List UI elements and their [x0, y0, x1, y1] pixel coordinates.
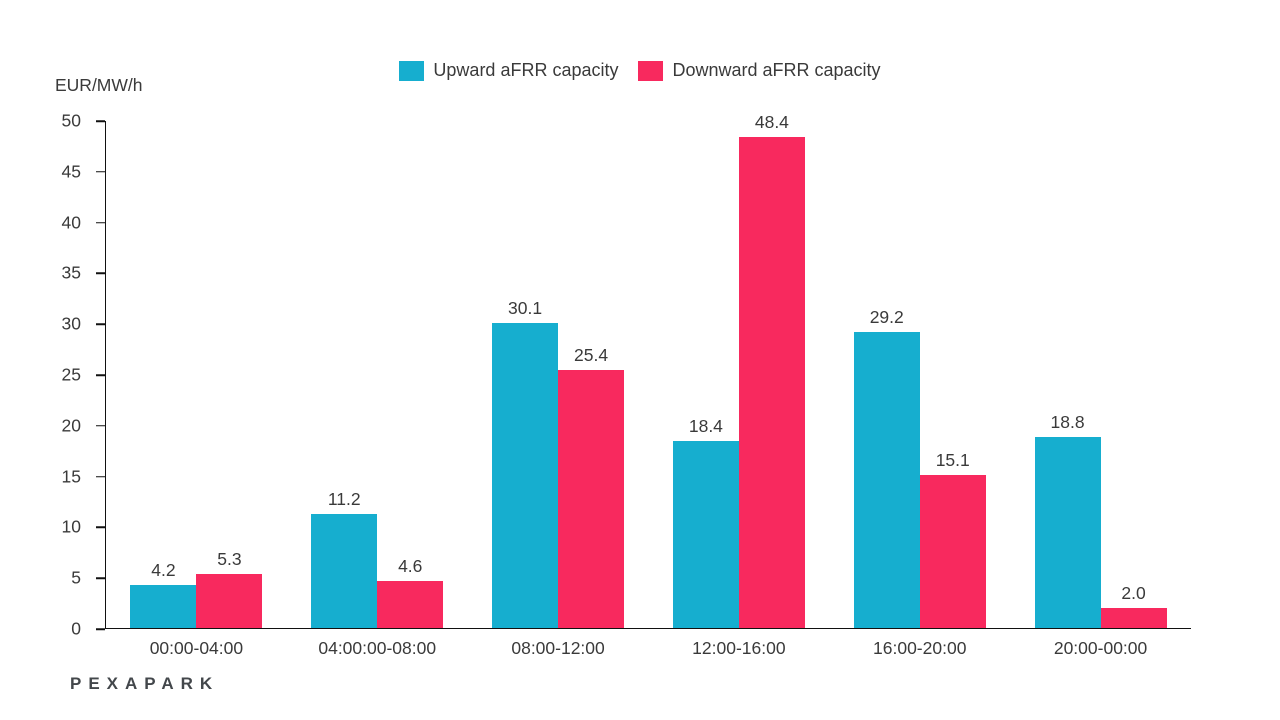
- downward-bar: 2.0: [1100, 583, 1167, 628]
- bar-value-label: 5.3: [217, 549, 242, 570]
- x-axis-label: 16:00-20:00: [873, 638, 967, 658]
- bar-value-label: 30.1: [508, 297, 543, 318]
- downward-legend-label: Downward aFRR capacity: [672, 60, 881, 80]
- x-axis-label: 00:00-04:00: [149, 638, 244, 658]
- y-tick-mark: [96, 475, 105, 478]
- bar-value-label: 15.1: [935, 449, 970, 470]
- y-tick-mark: [96, 221, 105, 224]
- downward-bar: 5.3: [196, 549, 263, 628]
- y-axis-title: EUR/MW/h: [55, 75, 143, 95]
- x-axis-label: 08:00-12:00: [511, 638, 605, 658]
- bar-value-label: 4.2: [151, 560, 176, 581]
- downward-bar: 25.4: [558, 345, 625, 628]
- y-tick-mark: [96, 272, 105, 275]
- bar-value-label: 18.8: [1050, 412, 1085, 433]
- pexapark-logo: PEXAPARK: [70, 674, 220, 693]
- downward-bar: 4.6: [377, 556, 444, 628]
- bar-group-2: 11.2 4.6 04:00:00-08:00: [287, 121, 468, 658]
- bar-value-label: 29.2: [869, 306, 904, 327]
- upward-bar: 18.8: [1034, 412, 1101, 628]
- bar-group-4: 18.4 48.4 12:00-16:00: [648, 112, 829, 658]
- legend-item-downward: Downward aFRR capacity: [638, 60, 881, 81]
- x-axis-label: 04:00:00-08:00: [318, 638, 437, 658]
- downward-bar: 15.1: [919, 450, 986, 628]
- y-tick-label: 30: [61, 313, 81, 334]
- bar-group-3: 30.1 25.4 08:00-12:00: [468, 121, 649, 658]
- upward-bar: 29.2: [853, 307, 920, 628]
- y-tick-mark: [96, 577, 105, 579]
- y-tick-label: 45: [61, 161, 81, 182]
- y-axis: 0 5 10 15 20 25 30 35 40 45 50: [0, 111, 105, 639]
- upward-legend-swatch: [399, 60, 425, 81]
- upward-bar: 30.1: [492, 298, 559, 628]
- upward-legend-label: Upward aFRR capacity: [433, 60, 619, 80]
- downward-bar: 48.4: [738, 112, 805, 628]
- upward-bar: 11.2: [311, 489, 378, 628]
- y-tick-mark: [96, 374, 105, 376]
- y-tick-mark: [96, 425, 105, 427]
- downward-legend-swatch: [638, 60, 664, 81]
- y-tick-mark: [96, 120, 105, 122]
- bar-value-label: 25.4: [574, 345, 609, 366]
- bar-group-5: 29.2 15.1 16:00-20:00: [829, 121, 1010, 658]
- x-axis-label: 20:00-00:00: [1053, 638, 1148, 658]
- bar-value-label: 2.0: [1121, 582, 1146, 603]
- y-tick-mark: [96, 628, 105, 630]
- bar-value-label: 11.2: [327, 489, 361, 510]
- y-tick-label: 50: [61, 110, 81, 131]
- y-tick-label: 10: [61, 516, 81, 537]
- bar-value-label: 18.4: [688, 416, 723, 437]
- upward-bar: 4.2: [130, 560, 197, 628]
- y-tick-label: 25: [61, 364, 81, 385]
- y-tick-label: 35: [61, 262, 81, 283]
- y-tick-mark: [96, 323, 105, 325]
- bar-value-label: 4.6: [398, 556, 423, 577]
- y-tick-label: 5: [71, 567, 81, 588]
- y-tick-mark: [96, 171, 105, 173]
- bar-group-6: 18.8 2.0 20:00-00:00: [1010, 121, 1191, 658]
- upward-bar: 18.4: [672, 416, 739, 628]
- y-tick-label: 15: [61, 466, 81, 487]
- y-tick-mark: [96, 526, 105, 529]
- y-tick-label: 40: [61, 212, 81, 233]
- legend-item-upward: Upward aFRR capacity: [399, 60, 618, 81]
- plot-area: 4.2 5.3 00:00-04:00 11.2 4.6 04:00:00-08:00 30…: [105, 112, 1191, 658]
- x-axis-label: 12:00-16:00: [692, 638, 786, 658]
- bar-group-1: 4.2 5.3 00:00-04:00: [106, 121, 287, 658]
- y-tick-label: 20: [61, 415, 81, 436]
- legend: Upward aFRR capacity Downward aFRR capac…: [0, 60, 1280, 81]
- bar-value-label: 48.4: [754, 112, 789, 133]
- y-tick-label: 0: [71, 618, 81, 639]
